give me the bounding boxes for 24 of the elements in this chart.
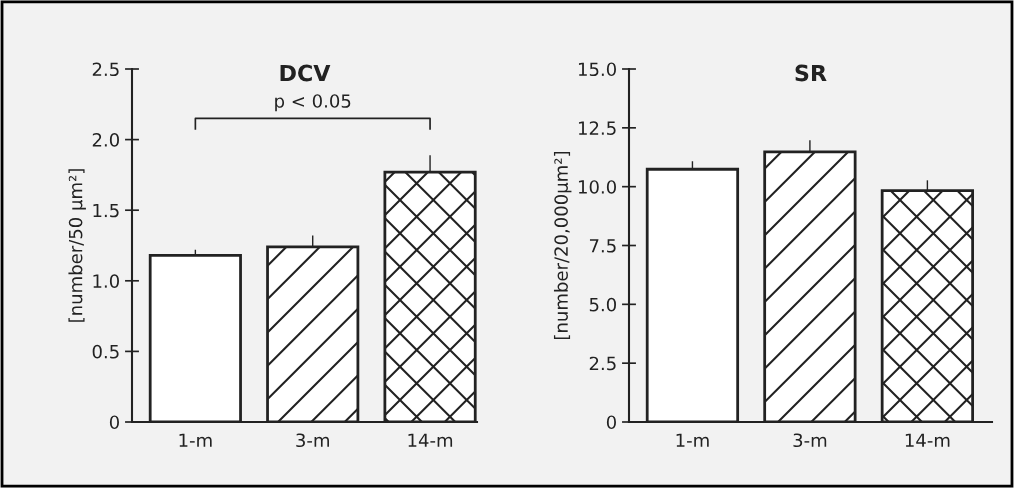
x-tick-label: 1-m [179,433,212,447]
y-tick-label: 10.0 [578,180,616,194]
y-tick-label: 1.0 [93,274,119,288]
x-tick-label: 1-m [676,433,709,447]
y-tick-label: 5.0 [589,297,616,312]
x-tick-label: 3-m [296,433,329,448]
y-tick-label: 7.5 [589,239,616,253]
chart-title: DCV [280,64,331,82]
y-tick-label: 2.5 [92,62,119,77]
y-tick-label: 12.5 [578,121,616,135]
y-tick-label: 1.5 [93,203,119,218]
y-axis-title: [number/20,000µm²] [553,151,572,340]
y-tick-label: 0 [109,415,119,430]
chart-title: SR [795,64,827,82]
y-axis-title: [number/50 µm²] [68,169,86,322]
y-tick-label: 15.0 [578,62,616,77]
y-tick-label: 2.0 [92,133,119,147]
x-tick-label: 14-m [408,433,453,447]
y-tick-label: 0.5 [92,344,119,359]
y-tick-label: 0 [606,415,616,430]
x-tick-label: 14-m [905,433,950,447]
annotation: p < 0.05 [275,94,351,112]
x-tick-label: 3-m [793,433,827,448]
y-tick-label: 2.5 [589,356,616,371]
